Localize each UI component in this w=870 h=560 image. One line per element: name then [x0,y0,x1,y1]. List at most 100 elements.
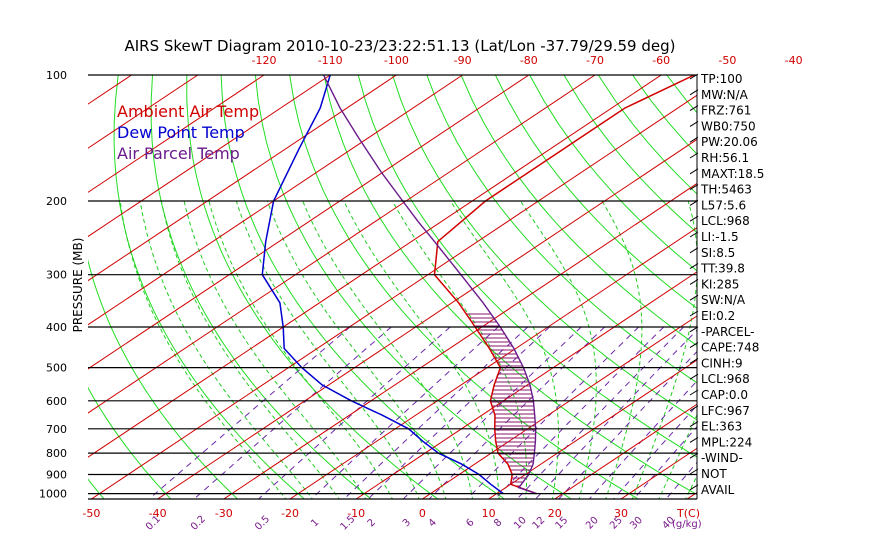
index-entry: RH:56.1 [701,151,749,165]
isotherm [820,75,870,499]
bottom-temp-unit: T(C) [676,507,700,520]
bottom-temp-tick-label: 0 [419,507,426,520]
index-tick [689,357,699,364]
index-tick [689,452,699,459]
index-entry: EI:0.2 [701,309,735,323]
mixing-ratio-tick-label: 10 [512,515,529,532]
index-tick [689,152,699,159]
pressure-tick-label: 100 [46,69,67,82]
index-tick [689,73,699,80]
index-tick [689,468,699,475]
index-tick [689,484,699,491]
legend-air-parcel-temp: Air Parcel Temp [117,144,240,163]
dry-adiabat [150,75,372,499]
pressure-tick-label: 600 [46,395,67,408]
dry-adiabat [426,75,697,384]
pressure-tick-label: 700 [46,423,67,436]
isotherm [157,138,697,499]
moist-adiabat [601,200,643,499]
bottom-temp-tick-label: -20 [281,507,299,520]
mixing-ratio-tick-label: 0.5 [253,514,272,533]
series-clip-group [261,75,695,495]
index-tick [689,326,699,333]
index-entry: EL:363 [701,420,742,434]
moist-adiabat [139,200,314,499]
mixing-ratio-tick-label: 0.2 [189,514,208,533]
mixing-ratio-line [612,404,697,499]
cape-area-layer [464,311,536,488]
index-entry: TH:5463 [700,183,752,197]
mixing-ratio-line [428,326,605,499]
dry-adiabat [494,75,697,309]
index-entry: CAP:0.0 [701,388,748,402]
pressure-tick-label: 900 [46,469,67,482]
index-entry: TP:100 [700,72,743,86]
series-line-ambient [433,75,695,495]
dry-adiabat [838,75,870,499]
pressure-tick-label: 500 [46,362,67,375]
index-entry: AVAIL [701,483,735,497]
top-temp-tick-label: -40 [785,54,803,67]
isotherm [488,359,697,499]
index-entry: LCL:968 [701,372,750,386]
index-tick [689,405,699,412]
index-tick [689,168,699,175]
top-temp-tick-label: -80 [520,54,538,67]
pressure-tick-label: 300 [46,269,67,282]
y-axis-label: PRESSURE (MB) [71,238,85,333]
index-tick [689,215,699,222]
moist-adiabat [160,200,340,499]
isotherm [88,75,463,326]
index-entry: SW:N/A [701,293,746,307]
dry-adiabat [804,75,870,499]
legend-dew-point-temp: Dew Point Temp [117,123,245,142]
isotherm [88,75,265,193]
index-tick [689,184,699,191]
moist-adiabat [450,200,559,499]
frame-layer [88,74,698,500]
index-entry: CINH:9 [701,356,743,370]
dry-adiabat [460,75,697,347]
top-temp-tick-label: -70 [586,54,604,67]
moist-adiabat [208,200,393,499]
dry-adiabat [88,386,172,499]
mixing-ratio-tick-label: 3 [401,517,413,529]
index-entry: TT:39.8 [700,262,745,276]
dry-adiabat [529,75,697,272]
index-tick [689,373,699,380]
bottom-temp-tick-label: 30 [614,507,628,520]
mixing-ratio-line [588,380,697,499]
isotherm [88,75,397,282]
index-entry: LCL:968 [701,214,750,228]
index-tick [689,421,699,428]
top-temp-tick-label: -50 [718,54,736,67]
top-temp-tick-label: -100 [384,54,409,67]
index-tick [689,105,699,112]
mixing-ratio-line [516,326,684,499]
index-entry: KI:285 [701,277,739,291]
index-entry: MPL:224 [701,435,752,449]
mixing-ratio-line [310,326,499,499]
mixing-ratio-line [193,326,392,499]
index-tick [689,89,699,96]
mixing-ratio-line [367,326,550,499]
mixing-ratio-tick-label: 1 [309,517,321,529]
index-entry: LI:-1.5 [701,230,739,244]
index-tick [689,294,699,301]
dry-adiabat [88,258,238,499]
mixing-ratio-unit: (g/kg) [672,519,702,530]
mixing-ratio-tick-label: 2 [366,517,378,529]
index-tick [689,278,699,285]
series-line-dewpoint [261,75,504,495]
isotherm [88,75,199,149]
index-entry: LFC:967 [701,404,750,418]
isotherm [753,75,870,499]
mixing-ratio-tick-label: 30 [628,515,645,532]
bottom-temp-tick-label: -10 [347,507,365,520]
mixing-ratio-line [535,329,697,499]
index-tick [689,436,699,443]
index-tick [689,389,699,396]
